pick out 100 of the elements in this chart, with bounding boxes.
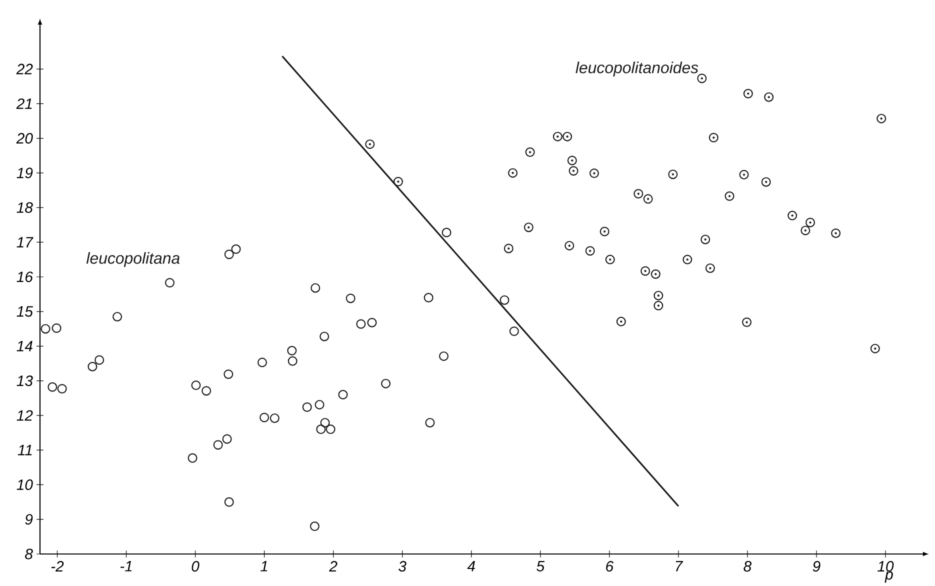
- point: [393, 176, 403, 186]
- x-tick-label: 9: [812, 561, 820, 572]
- point: [876, 114, 886, 124]
- point: [48, 382, 58, 392]
- point: [112, 312, 122, 322]
- point: [870, 344, 880, 354]
- x-axis-title: p: [884, 572, 893, 583]
- point: [338, 390, 348, 400]
- point: [188, 453, 198, 463]
- x-tick-label: 8: [744, 561, 752, 572]
- point: [270, 413, 280, 423]
- y-tick-label: 20: [16, 133, 33, 144]
- y-tick-label: 12: [16, 410, 33, 421]
- point: [57, 384, 67, 394]
- x-tick-label: 6: [606, 561, 614, 572]
- point: [424, 292, 434, 302]
- point: [202, 386, 212, 396]
- point: [562, 132, 572, 142]
- point: [310, 522, 320, 532]
- point: [52, 323, 62, 333]
- point: [367, 318, 377, 328]
- point: [356, 319, 366, 329]
- point: [439, 351, 449, 361]
- point: [288, 356, 298, 366]
- point: [231, 244, 241, 254]
- point: [589, 168, 599, 178]
- x-tick-label: 5: [536, 561, 545, 572]
- point: [761, 177, 771, 187]
- point: [585, 246, 595, 256]
- x-tick-label: -1: [120, 561, 132, 572]
- point: [742, 318, 752, 328]
- point: [442, 228, 452, 238]
- y-tick-label: 19: [16, 168, 33, 178]
- point: [88, 362, 98, 372]
- point: [213, 440, 223, 450]
- x-tick-label: 0: [192, 561, 200, 572]
- y-tick-label: 8: [25, 548, 33, 560]
- point: [567, 156, 577, 166]
- point: [314, 400, 324, 410]
- point: [40, 324, 50, 334]
- point: [508, 168, 518, 178]
- point: [224, 497, 234, 507]
- point: [552, 132, 562, 142]
- point: [643, 194, 653, 204]
- x-tick-label: -2: [51, 561, 64, 572]
- point: [365, 139, 375, 149]
- point: [320, 332, 330, 342]
- point: [634, 188, 644, 198]
- y-tick-label: 17: [16, 237, 34, 248]
- point: [739, 170, 749, 180]
- point: [165, 278, 175, 288]
- point: [257, 358, 267, 368]
- y-tick-label: 14: [16, 341, 32, 352]
- point: [800, 226, 810, 236]
- point: [668, 170, 678, 180]
- point: [806, 218, 816, 228]
- point: [509, 326, 519, 336]
- x-tick-label: 7: [676, 561, 684, 572]
- x-tick-label: 3: [398, 561, 406, 572]
- y-tick-label: 9: [25, 514, 33, 525]
- y-tick-label: 15: [16, 306, 34, 317]
- point: [381, 378, 391, 388]
- y-tick-label: 16: [16, 272, 33, 282]
- point: [320, 418, 330, 428]
- x-tick-label: 1: [260, 561, 268, 572]
- point: [682, 254, 692, 264]
- point: [640, 266, 650, 276]
- point: [525, 147, 535, 157]
- point: [605, 254, 615, 264]
- y-tick-label: 18: [16, 202, 33, 213]
- x-tick-label: 2: [329, 561, 338, 572]
- point: [697, 74, 707, 84]
- point: [788, 210, 798, 220]
- point: [346, 294, 356, 304]
- point: [568, 166, 578, 176]
- point: [500, 295, 510, 305]
- point: [302, 402, 312, 412]
- point: [191, 380, 201, 390]
- point: [224, 369, 234, 379]
- point: [650, 269, 660, 279]
- point: [224, 250, 234, 260]
- point: [326, 424, 336, 434]
- point: [425, 418, 435, 428]
- point: [708, 132, 718, 142]
- point: [616, 316, 626, 326]
- point: [310, 283, 320, 293]
- point: [316, 424, 326, 434]
- y-tick-label: 11: [18, 444, 32, 456]
- point: [260, 412, 270, 422]
- point: [700, 234, 710, 244]
- point: [831, 228, 841, 238]
- point: [287, 346, 297, 356]
- point: [705, 263, 715, 273]
- point: [504, 244, 514, 254]
- point: [654, 290, 664, 300]
- point: [654, 300, 664, 310]
- x-tick-label: 4: [467, 561, 475, 572]
- y-tick-label: 22: [16, 64, 33, 74]
- point: [524, 222, 534, 232]
- x-tick-label: 10: [878, 561, 894, 572]
